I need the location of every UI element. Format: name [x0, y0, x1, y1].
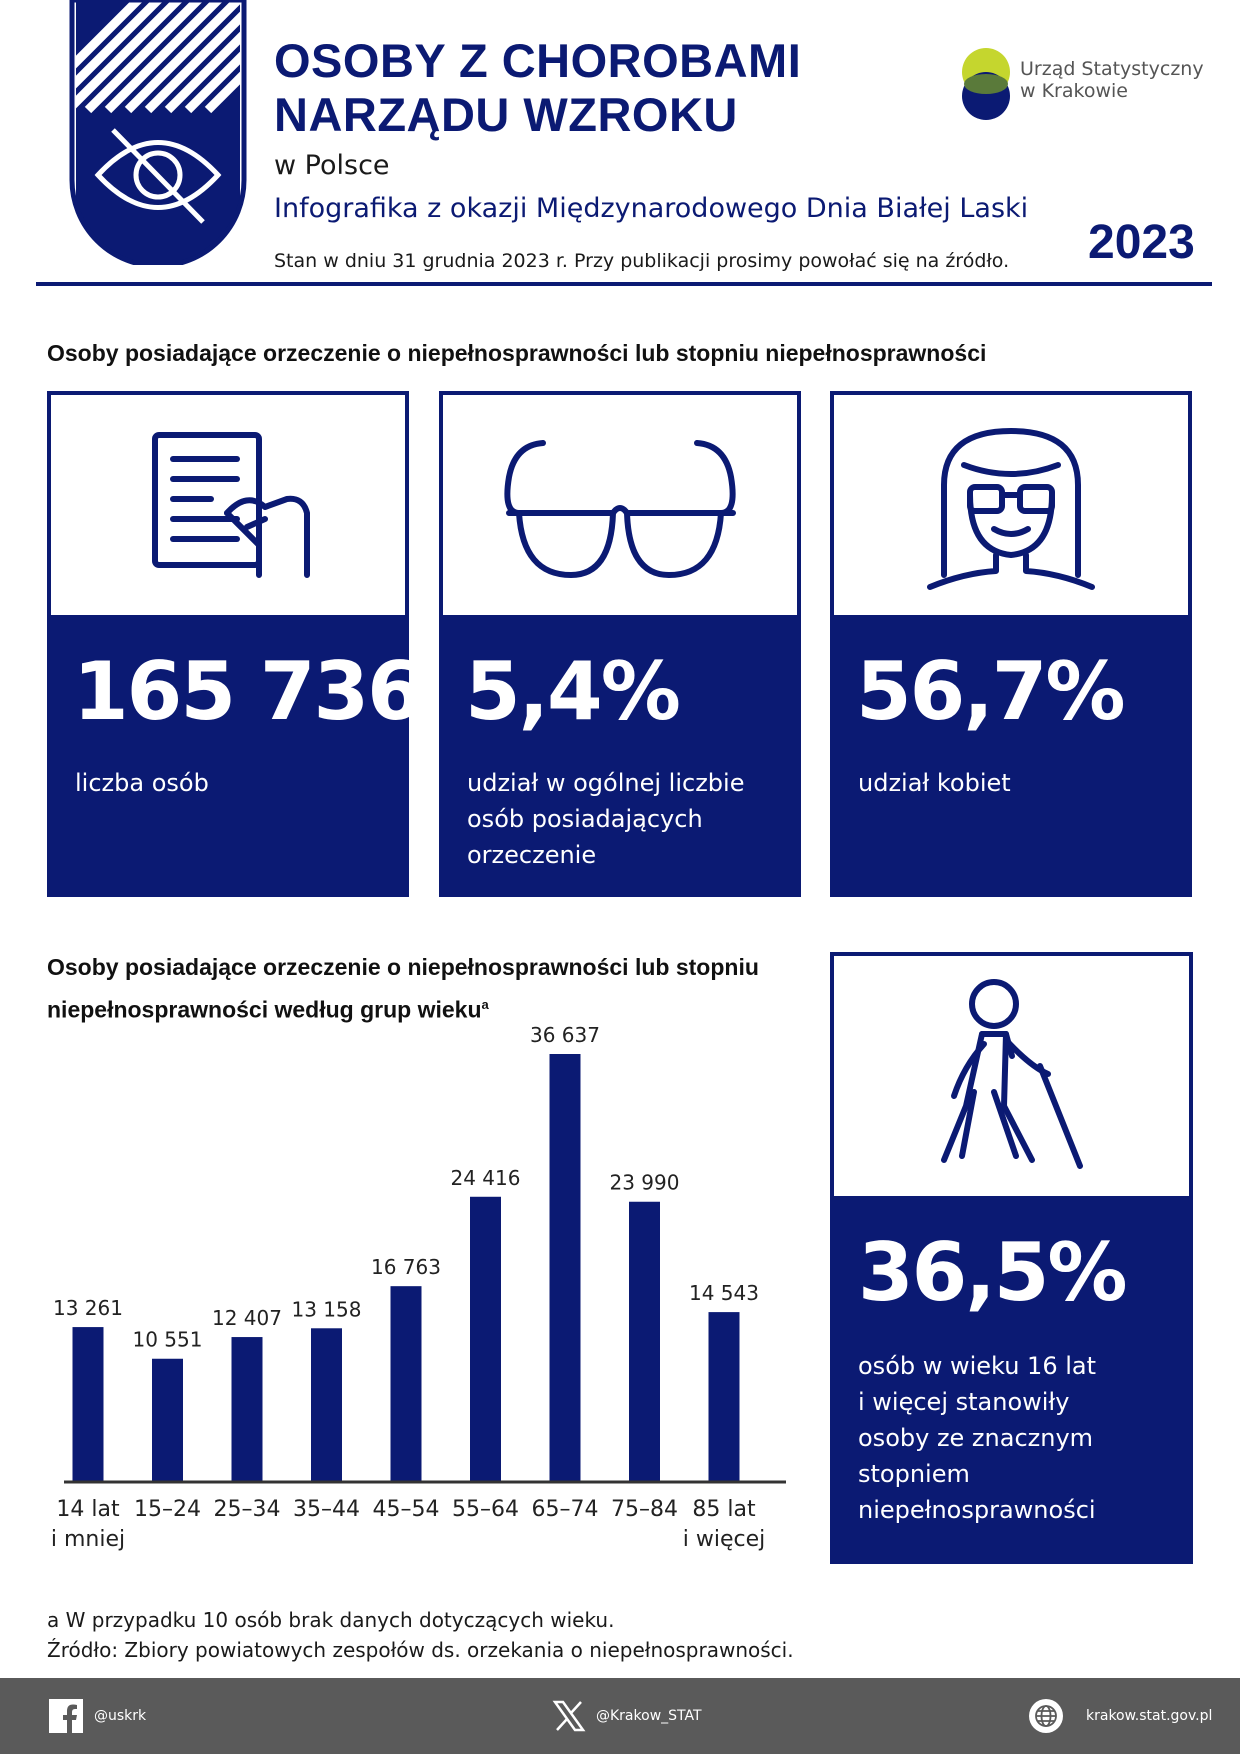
stat-caption: udział w ogólnej liczbie osób posiadając… [467, 769, 745, 869]
x-twitter-icon [552, 1700, 586, 1732]
card-icon-area [834, 395, 1188, 615]
source-note: Źródło: Zbiory powiatowych zespołów ds. … [47, 1638, 794, 1662]
data-label-1: 10 551 [133, 1328, 203, 1352]
section2-heading: Osoby posiadające orzeczenie o niepełnos… [47, 948, 807, 1029]
statistical-office-logo [962, 48, 1010, 120]
section1-heading: Osoby posiadające orzeczenie o niepełnos… [47, 340, 987, 366]
x-tick-label-3: 35–44 [293, 1497, 360, 1522]
x-tick-label-8: 85 lat i więcej [683, 1497, 766, 1552]
bar-3 [311, 1328, 342, 1482]
stat-caption: udział kobiet [858, 769, 1011, 797]
card-share-of-women: 56,7% udział kobiet [830, 391, 1192, 897]
stat-value: 36,5% [858, 1226, 1128, 1319]
footnote: a W przypadku 10 osób brak danych dotycz… [47, 1608, 615, 1632]
footnote-marker: a [481, 997, 489, 1012]
stat-value: 5,4% [465, 645, 681, 738]
data-label-3: 13 158 [292, 1297, 362, 1321]
website-link[interactable]: krakow.stat.gov.pl [1028, 1678, 1212, 1754]
data-label-7: 23 990 [610, 1171, 680, 1195]
bar-2 [231, 1337, 263, 1482]
bar-4 [390, 1286, 422, 1482]
stat-caption: osób w wieku 16 lat i więcej stanowiły o… [858, 1352, 1097, 1524]
card-icon-area [834, 956, 1189, 1196]
bar-0 [72, 1327, 104, 1482]
website-url: krakow.stat.gov.pl [1086, 1708, 1213, 1724]
data-label-8: 14 543 [689, 1281, 759, 1305]
stat-value: 56,7% [856, 645, 1126, 738]
x-tick-label-1: 15–24 [134, 1497, 201, 1522]
bar-5 [470, 1196, 501, 1482]
person-with-white-cane-icon [941, 979, 1083, 1169]
section2-heading-text: Osoby posiadające orzeczenie o niepełnos… [47, 954, 759, 1023]
card-severe-disability-share: 36,5% osób w wieku 16 lat i więcej stano… [830, 952, 1193, 1564]
year-label: 2023 [1088, 216, 1195, 269]
logo-text: Urząd Statystyczny w Krakowie [1020, 58, 1204, 102]
bar-6 [549, 1054, 581, 1482]
card-share-of-total: 5,4% udział w ogólnej liczbie osób posia… [439, 391, 801, 897]
facebook-icon [49, 1699, 83, 1734]
hero-emblem [69, 0, 247, 265]
data-label-4: 16 763 [371, 1255, 441, 1279]
stat-value: 165 736 [73, 645, 423, 738]
age-group-bar-chart: 13 261 14 lat i mniej 10 551 15–24 12 407 25–3… [51, 1023, 786, 1552]
data-label-6: 36 637 [530, 1023, 600, 1047]
x-tick-label-0: 14 lat i mniej [51, 1497, 125, 1552]
x-tick-label-4: 45–54 [373, 1497, 440, 1522]
status-note: Stan w dniu 31 grudnia 2023 r. Przy publ… [274, 250, 1010, 272]
stat-caption: liczba osób [75, 769, 209, 797]
main-title: OSOBY Z CHOROBAMI NARZĄDU WZROKU [274, 34, 802, 141]
facebook-handle: @uskrk [94, 1708, 147, 1724]
card-icon-area [443, 395, 797, 615]
x-tick-label-7: 75–84 [611, 1497, 678, 1522]
data-label-0: 13 261 [53, 1296, 123, 1320]
woman-with-glasses-icon [927, 428, 1095, 590]
twitter-handle: @Krakow_STAT [596, 1708, 702, 1724]
crossed-eye-icon [94, 128, 222, 224]
x-tick-label-2: 25–34 [214, 1497, 281, 1522]
twitter-link[interactable]: @Krakow_STAT [552, 1678, 702, 1754]
glasses-icon [504, 440, 736, 578]
card-number-of-people: 165 736 liczba osób [47, 391, 423, 897]
footer: @uskrk @Krakow_STAT krakow.stat.gov.pl [0, 1678, 1240, 1754]
x-tick-label-6: 65–74 [532, 1497, 599, 1522]
header-divider [36, 282, 1212, 286]
bar-8 [708, 1312, 740, 1482]
stripes-pattern [72, 0, 244, 114]
card-icon-area [51, 395, 405, 615]
facebook-link[interactable]: @uskrk [48, 1678, 146, 1754]
subtitle-country: w Polsce [274, 150, 390, 181]
bar-1 [152, 1358, 183, 1482]
globe-icon [1029, 1699, 1063, 1733]
data-label-5: 24 416 [451, 1166, 521, 1190]
subtitle-occasion: Infografika z okazji Międzynarodowego Dn… [274, 193, 1029, 224]
x-tick-label-5: 55–64 [452, 1497, 519, 1522]
data-label-2: 12 407 [212, 1306, 282, 1330]
bar-7 [629, 1201, 660, 1482]
document-in-hand-icon [152, 432, 310, 578]
